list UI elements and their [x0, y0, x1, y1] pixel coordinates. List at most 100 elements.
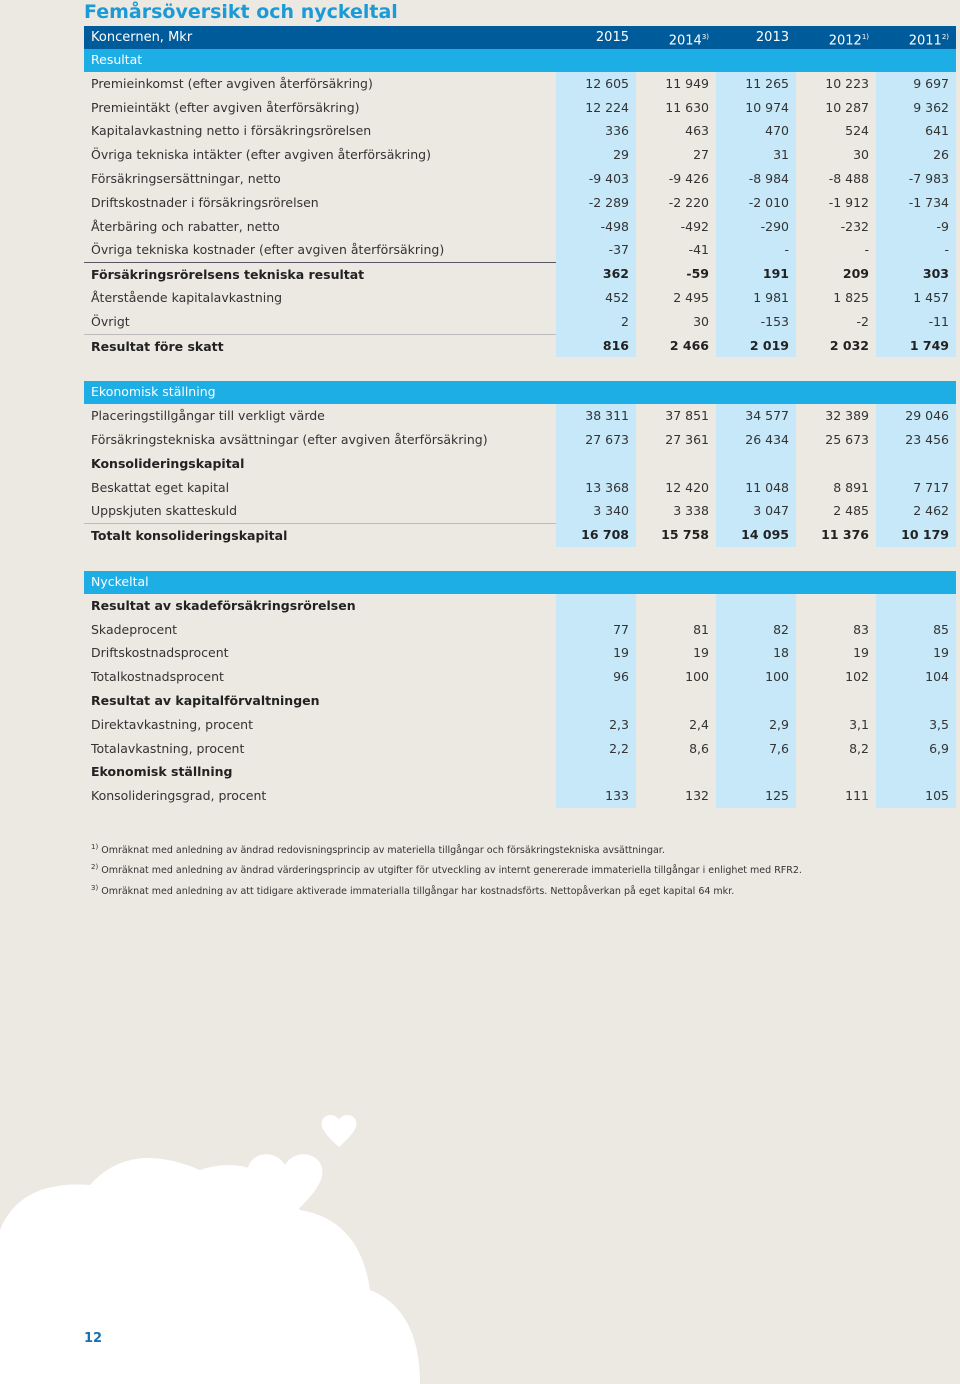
cell [716, 688, 796, 713]
cell: 2 466 [669, 337, 709, 353]
cell: 11 048 [716, 475, 796, 500]
cell: 19 [556, 641, 636, 666]
row-label: Driftskostnader i försäkringsrörelsen [91, 194, 319, 210]
cell: 10 223 [825, 75, 869, 91]
cell [556, 688, 636, 713]
cell: 19 [853, 645, 869, 661]
row-label: Resultat av kapitalförvaltningen [91, 692, 320, 708]
cell: -290 [716, 214, 796, 239]
cell: -11 [876, 309, 956, 334]
footnote-marker: 2) [91, 863, 99, 872]
cell: 12 605 [556, 71, 636, 96]
cell: 100 [685, 669, 709, 685]
cell: 96 [556, 665, 636, 689]
cell [636, 594, 716, 618]
cell: 8,2 [849, 740, 869, 756]
cell: 8 891 [833, 479, 869, 495]
cell: 463 [685, 123, 709, 139]
footnote-text: Omräknat med anledning av att tidigare a… [101, 886, 735, 898]
cell: 452 [556, 285, 636, 310]
cell: 2 [556, 309, 636, 334]
cell: 10 287 [825, 99, 869, 115]
row-label: Resultat av skadeförsäkringsrörelsen [91, 597, 356, 613]
row-label: Återbäring och rabatter, netto [91, 218, 280, 234]
year-header: 2015 [556, 26, 636, 49]
row-label: Konsolideringskapital [91, 455, 245, 471]
cell: -59 [686, 266, 709, 282]
cell: 18 [716, 641, 796, 666]
year-note: 3) [701, 33, 709, 41]
row-label: Totalavkastning, procent [91, 740, 245, 756]
cell: -498 [556, 214, 636, 239]
cell: 23 456 [876, 427, 956, 452]
footnote-marker: 1) [91, 843, 99, 851]
row-label: Återstående kapitalavkastning [91, 289, 283, 305]
cell: 104 [876, 665, 956, 689]
footnote: 2) Omräknat med anledning av ändrad värd… [91, 859, 802, 879]
cell [796, 760, 876, 784]
header-row: Koncernen, Mkr 2015 20143) 2013 20121) 20112) [84, 26, 956, 49]
cell [556, 760, 636, 785]
table-row: Driftskostnadsprocent 19 19 18 19 19 [84, 641, 956, 666]
cell: 2,2 [556, 736, 636, 761]
cell: 13 368 [556, 475, 636, 500]
cell: 10 179 [876, 523, 956, 547]
cell: -9 426 [668, 170, 709, 186]
cell: 336 [556, 119, 636, 144]
table-row: Placeringstillgångar till verkligt värde… [84, 404, 956, 428]
cell: 27 361 [665, 431, 709, 447]
footnote-marker: 3) [91, 883, 99, 892]
table: Koncernen, Mkr 2015 20143) 2013 20121) 20112)… [84, 26, 956, 808]
year: 2011 [908, 33, 942, 49]
cell: 27 [693, 147, 709, 163]
year-header: 2013 [716, 26, 796, 49]
row-label: Konsolideringsgrad, procent [91, 788, 267, 804]
cell: 524 [845, 123, 869, 139]
year: 2013 [755, 30, 789, 45]
cell: 816 [556, 333, 636, 358]
cell: 81 [693, 621, 709, 637]
cell: -37 [556, 238, 636, 263]
cell: 31 [716, 143, 796, 167]
cell: 19 [876, 641, 956, 666]
cell: 2,3 [556, 712, 636, 737]
cell: 10 974 [716, 95, 796, 120]
cell: 102 [845, 669, 869, 685]
cell: 7,6 [716, 736, 796, 761]
cell: 133 [556, 784, 636, 808]
year-header: 20112) [876, 26, 956, 49]
table-row: Premieinkomst (efter avgiven återförsäkr… [84, 71, 956, 96]
table-row: Beskattat eget kapital 13 368 12 420 11 048… [84, 475, 956, 500]
cell: -9 403 [556, 166, 636, 191]
cell: 29 046 [876, 404, 956, 428]
row-label: Uppskjuten skatteskuld [91, 503, 238, 519]
cell: 14 095 [716, 523, 796, 547]
cell: -2 [856, 313, 869, 329]
row-label: Övriga tekniska intäkter (efter avgiven … [91, 147, 431, 163]
cell: 3 047 [716, 499, 796, 524]
cell: -2 220 [668, 194, 709, 210]
row-label: Kapitalavkastning netto i försäkringsrör… [91, 123, 372, 139]
table-row: Konsolideringsgrad, procent 133 132 125 111 1… [84, 784, 956, 808]
year: 2012 [828, 33, 862, 49]
section-header: Resultat [84, 49, 956, 72]
footnote-text: Omräknat med anledning av ändrad redovis… [101, 845, 665, 857]
table-row: Försäkringsrörelsens tekniska resultat 36… [84, 262, 956, 286]
row-label: Övriga tekniska kostnader (efter avgiven… [91, 242, 445, 258]
row-label: Totalkostnadsprocent [91, 669, 224, 685]
table-row: Försäkringstekniska avsättningar (efter … [84, 427, 956, 452]
section-title: Resultat [91, 52, 143, 67]
cell: 2 032 [829, 337, 869, 353]
table-row: Resultat av skadeförsäkringsrörelsen [84, 593, 956, 618]
cell [876, 688, 956, 713]
cell: 26 [876, 143, 956, 167]
footnote: 1) Omräknat med anledning av ändrad redo… [91, 839, 802, 859]
table-row: Totalavkastning, procent 2,2 8,6 7,6 8,2 6,9 [84, 736, 956, 761]
cell: 30 [853, 147, 869, 163]
table-row: Försäkringsersättningar, netto -9 403 -9 4… [84, 166, 956, 191]
cell: 2,4 [689, 716, 709, 732]
section-title: Ekonomisk ställning [91, 384, 216, 400]
cell [636, 452, 716, 476]
